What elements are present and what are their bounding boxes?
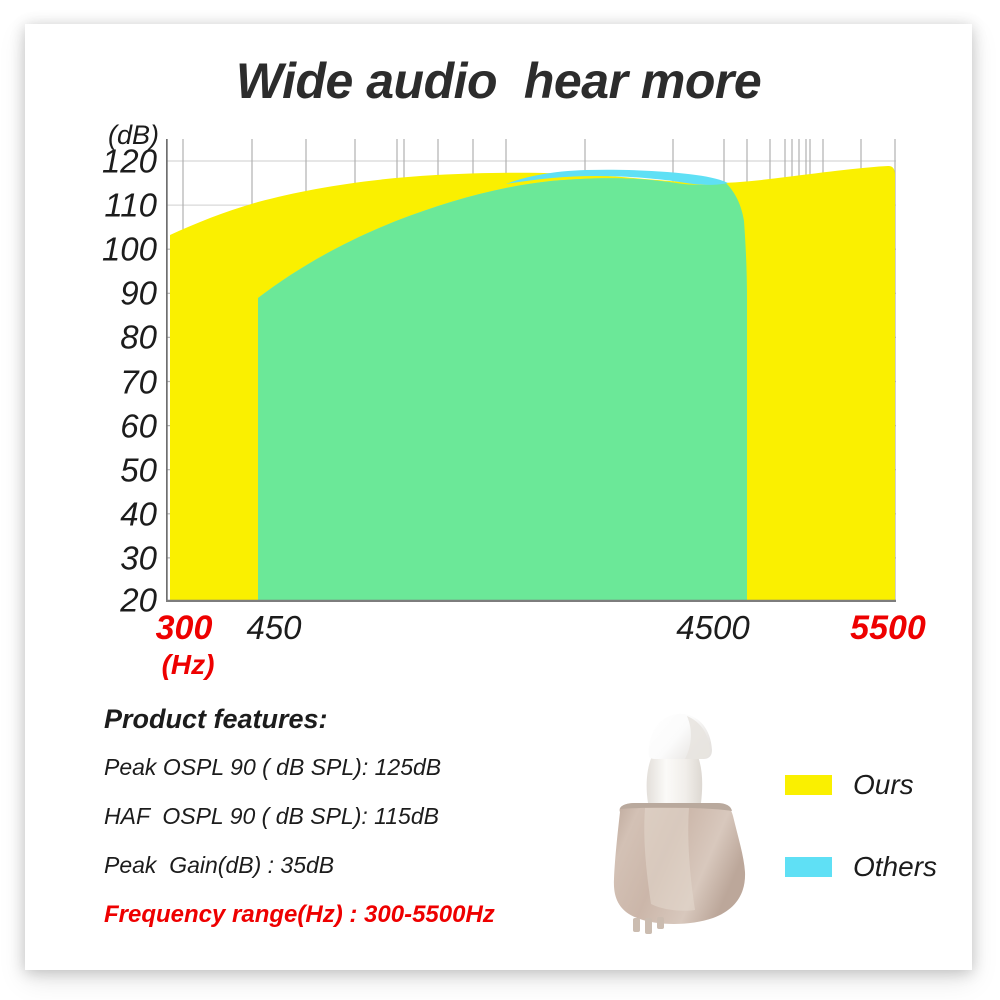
y-tick-90: 90 xyxy=(120,274,157,312)
y-tick-110: 110 xyxy=(104,186,157,224)
hearing-aid-photo xyxy=(585,704,775,949)
legend-item-ours: Ours xyxy=(785,759,937,811)
hearing-aid-stem xyxy=(646,754,703,803)
hearing-aid-body-highlight xyxy=(644,808,695,911)
product-features-block: Product features: Peak OSPL 90 ( dB SPL)… xyxy=(104,704,574,929)
y-tick-70: 70 xyxy=(120,363,157,400)
legend-item-others: Others xyxy=(785,841,937,893)
hearing-aid-dome-shade xyxy=(685,716,710,759)
y-tick-50: 50 xyxy=(120,451,157,489)
chart-legend: Ours Others xyxy=(785,759,937,923)
x-tick-300: 300 xyxy=(155,609,213,647)
x-axis-unit: (Hz) xyxy=(161,649,215,680)
product-info-card: Wide audio hear more xyxy=(25,24,972,970)
x-tick-4500: 4500 xyxy=(676,609,750,646)
feature-frequency-range: Frequency range(Hz) : 300-5500Hz xyxy=(104,901,495,928)
y-axis-unit: (dB) xyxy=(107,120,159,150)
feature-peak-ospl: Peak OSPL 90 ( dB SPL): 125dB xyxy=(104,754,442,780)
y-tick-80: 80 xyxy=(120,318,157,356)
chart-plot-area: (dB) 120 110 100 90 80 70 60 50 40 30 20… xyxy=(102,122,926,679)
legend-label-ours: Ours xyxy=(853,769,914,800)
legend-swatch-others xyxy=(785,857,832,877)
series-area-overlap xyxy=(258,178,747,602)
x-tick-450: 450 xyxy=(246,609,302,646)
legend-swatch-ours xyxy=(785,775,832,795)
y-tick-40: 40 xyxy=(120,495,157,533)
page-title: Wide audio hear more xyxy=(235,53,762,109)
y-tick-60: 60 xyxy=(120,407,157,445)
frequency-response-chart: (dB) 120 110 100 90 80 70 60 50 40 30 20… xyxy=(25,24,972,724)
hearing-aid-top-rim xyxy=(620,803,732,811)
y-tick-20: 20 xyxy=(120,581,157,619)
others-peak-above-ours xyxy=(506,169,728,185)
feature-peak-gain: Peak Gain(dB) : 35dB xyxy=(104,852,335,878)
x-tick-5500: 5500 xyxy=(850,609,926,647)
y-tick-120: 120 xyxy=(101,142,157,180)
features-heading: Product features: xyxy=(104,704,328,734)
chart-svg xyxy=(166,139,896,602)
legend-label-others: Others xyxy=(853,851,938,882)
hearing-aid-vent-pins xyxy=(633,917,664,934)
hearing-aid-svg xyxy=(613,713,746,934)
y-tick-100: 100 xyxy=(101,230,157,268)
feature-haf-ospl: HAF OSPL 90 ( dB SPL): 115dB xyxy=(104,803,439,829)
y-tick-30: 30 xyxy=(120,539,157,577)
